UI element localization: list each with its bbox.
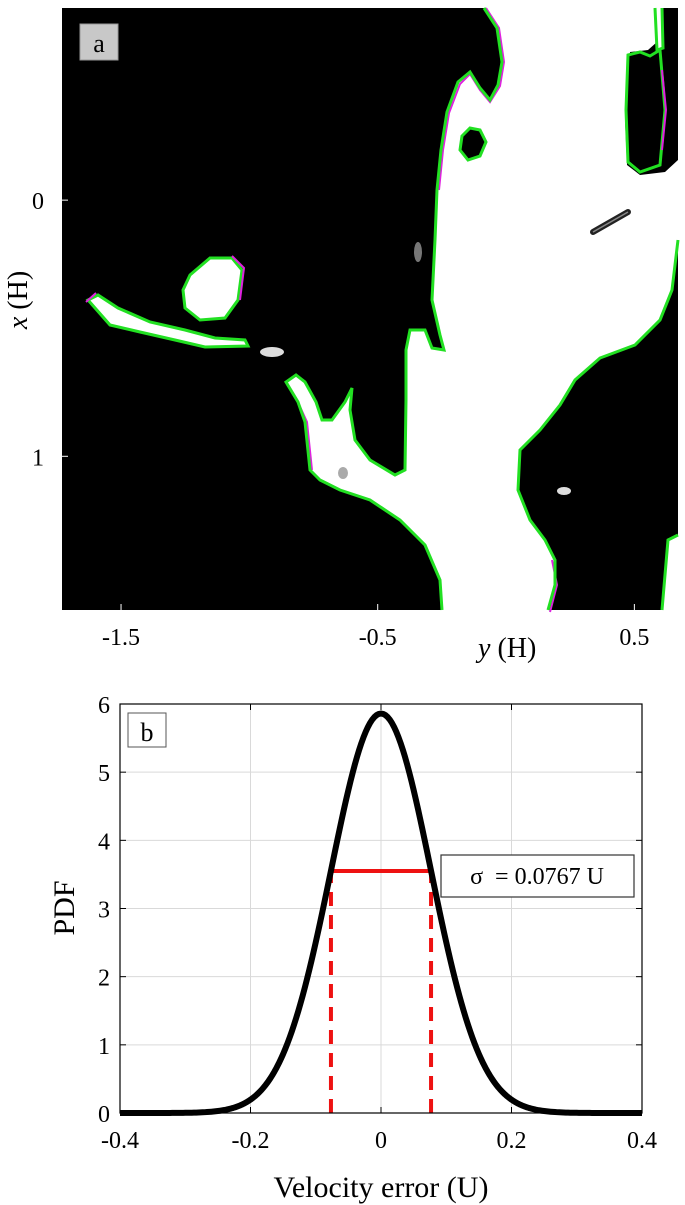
contour-green-blob: [181, 256, 244, 322]
sigma-annotation-box: [440, 854, 635, 898]
ytick-label: 5: [98, 761, 110, 787]
white-region-bottom-right: [662, 535, 678, 610]
xtick-label: -0.4: [101, 1128, 139, 1154]
grey-speck-3: [338, 467, 348, 479]
grey-speck-1: [414, 242, 422, 262]
contour-green-hole: [458, 126, 488, 162]
ytick-label: 6: [98, 693, 110, 719]
panel-a-ytick-label: 0: [32, 189, 44, 215]
grey-speck-2: [260, 347, 284, 357]
ytick-label: 0: [98, 1102, 110, 1128]
panel-a-xlabel: y (H): [475, 633, 536, 664]
panel-b-ylabel: PDF: [48, 880, 81, 935]
ytick-label: 3: [98, 898, 110, 924]
white-region-main: [286, 8, 678, 610]
panel-b-ticks: -0.4 -0.2 0 0.2 0.4 0 1 2 3 4 5 6: [98, 693, 657, 1154]
contour-green-strip: [653, 7, 665, 53]
panel-a: a -1.5 -0.5 0.5 0 1 y (H) x (H): [3, 7, 680, 664]
panel-a-image: [88, 8, 678, 610]
contour-green-bottom-right: [660, 533, 679, 611]
ytick-label: 1: [98, 1034, 110, 1060]
panel-a-ylabel: x (H): [3, 271, 34, 330]
white-blob-left: [183, 258, 242, 320]
contour-green-arm: [85, 293, 251, 349]
panel-b: -0.4 -0.2 0 0.2 0.4 0 1 2 3 4 5 6 b σ = 0.0767 U Ve…: [48, 693, 657, 1204]
panel-a-xtick-label: 0.5: [619, 625, 649, 651]
contour-magenta-arm: [85, 292, 97, 303]
contour-magenta-notch: [661, 69, 668, 151]
pdf-curve: [119, 710, 643, 1116]
panel-a-ytick-label: 1: [32, 445, 44, 471]
contour-green-right-edge: [516, 239, 680, 611]
xtick-label: 0: [375, 1128, 387, 1154]
panel-a-xtick-label: -0.5: [359, 625, 397, 651]
grey-speck-4: [557, 487, 571, 495]
panel-a-ticks: -1.5 -0.5 0.5 0 1: [32, 189, 649, 651]
contour-magenta-blob: [231, 255, 246, 301]
contour-green-main: [283, 7, 504, 611]
panel-a-xtick-label: -1.5: [102, 625, 140, 651]
panel-b-xlabel: Velocity error (U): [274, 1171, 489, 1204]
panel-a-label: a: [93, 29, 105, 58]
panel-a-label-box: [79, 23, 119, 61]
ytick-label: 4: [98, 829, 110, 855]
dark-streak-edge: [592, 211, 629, 233]
xtick-label: 0.4: [627, 1128, 657, 1154]
panel-b-grid: [119, 703, 643, 1114]
panel-b-sigma: [328, 869, 434, 1113]
xtick-label: 0.2: [497, 1128, 527, 1154]
ytick-label: 2: [98, 966, 110, 992]
sigma-annotation: σ = 0.0767 U: [470, 864, 604, 890]
panel-b-label-box: [127, 712, 167, 748]
dark-hole: [460, 128, 486, 160]
panel-b-label: b: [141, 718, 154, 747]
panel-a-contours: [85, 7, 680, 613]
xtick-label: -0.2: [232, 1128, 270, 1154]
dark-notch-right: [626, 50, 665, 172]
